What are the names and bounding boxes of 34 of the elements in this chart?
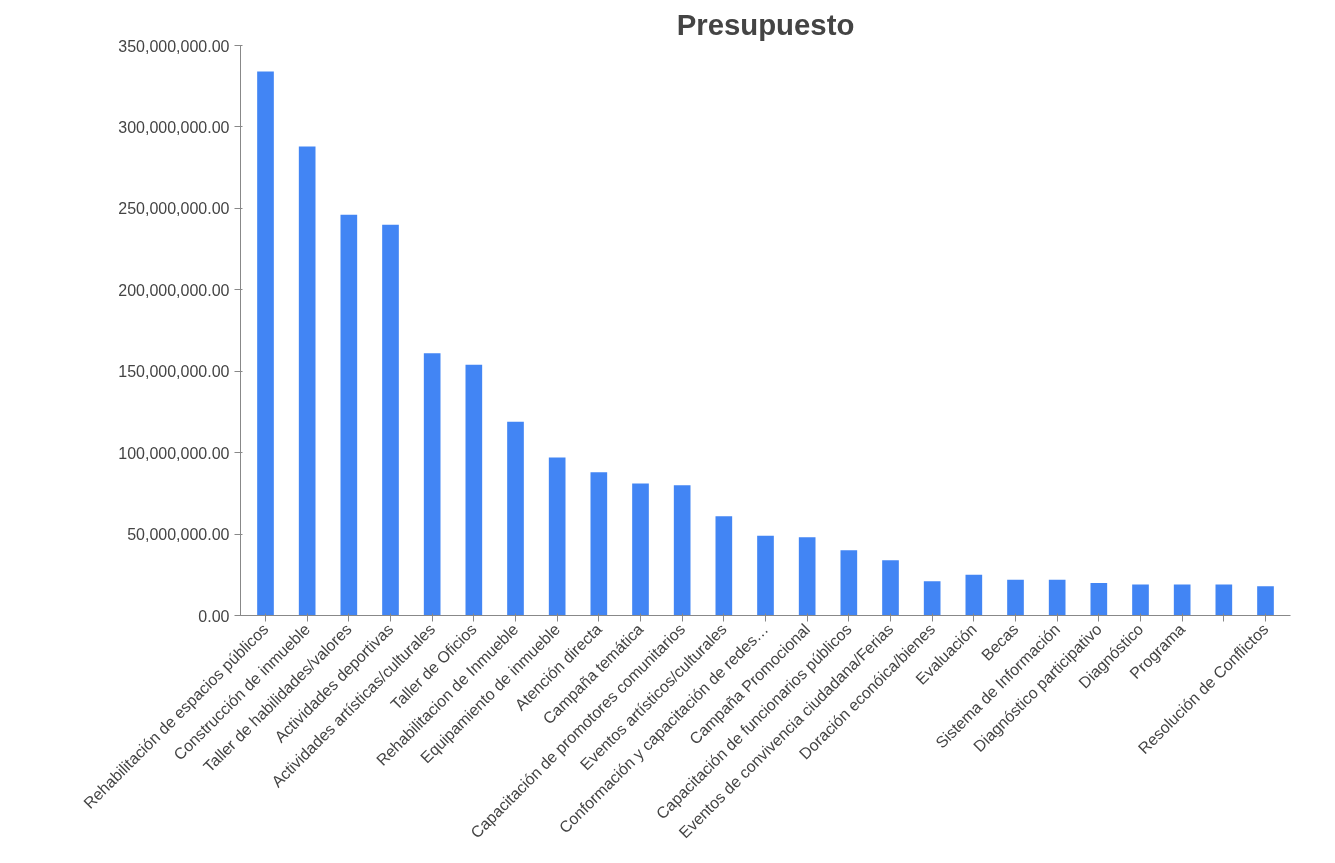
bar bbox=[965, 574, 983, 616]
bar bbox=[298, 146, 316, 616]
bar bbox=[590, 472, 608, 616]
y-tick-label: 150,000,000.00 bbox=[118, 363, 230, 381]
bar bbox=[798, 537, 816, 616]
bar bbox=[882, 560, 899, 616]
y-tick-label: 300,000,000.00 bbox=[118, 118, 230, 136]
bar bbox=[257, 71, 274, 616]
bar bbox=[548, 457, 566, 616]
y-tick-label: 100,000,000.00 bbox=[118, 444, 230, 462]
bar bbox=[382, 224, 399, 616]
bar bbox=[1215, 584, 1233, 616]
y-tick-label: 350,000,000.00 bbox=[118, 37, 230, 55]
bar bbox=[757, 535, 774, 616]
bar bbox=[632, 483, 649, 616]
bar bbox=[923, 581, 941, 616]
chart-title: Presupuesto bbox=[676, 7, 855, 41]
bar bbox=[673, 485, 691, 616]
bar bbox=[840, 550, 858, 616]
y-tick-label: 200,000,000.00 bbox=[118, 281, 230, 299]
bar bbox=[715, 516, 733, 616]
bar bbox=[1132, 584, 1149, 616]
bar bbox=[1090, 582, 1108, 616]
y-tick-label: 50,000,000.00 bbox=[127, 526, 230, 544]
bar bbox=[465, 364, 483, 616]
bar bbox=[1173, 584, 1191, 616]
bar bbox=[507, 421, 524, 616]
y-tick-label: 250,000,000.00 bbox=[118, 200, 230, 218]
bar bbox=[1257, 586, 1274, 616]
y-tick-label: 0.00 bbox=[198, 607, 230, 625]
bar bbox=[1007, 579, 1024, 616]
bar bbox=[340, 214, 358, 616]
bar bbox=[1048, 579, 1066, 616]
bar bbox=[423, 353, 441, 616]
